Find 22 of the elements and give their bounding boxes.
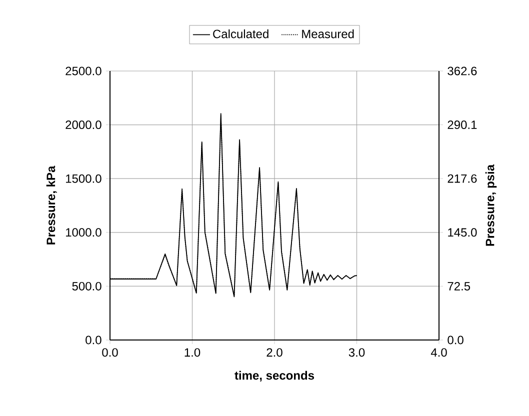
x-tick-label: 4.0 [430, 348, 447, 357]
y2-tick-label: 362.6 [448, 66, 477, 76]
y-tick-label: 1000.0 [66, 228, 102, 237]
x-tick-label: 1.0 [184, 348, 200, 357]
y2-tick-label: 145.0 [448, 228, 477, 237]
x-tick-label: 3.0 [348, 348, 365, 357]
y-tick-label: 2000.0 [66, 120, 102, 130]
y2-axis-title: Pressure, psia [485, 164, 497, 246]
x-axis-title: time, seconds [234, 370, 314, 382]
y2-tick-label: 290.1 [448, 120, 477, 130]
y-axis-title: Pressure, kPa [46, 166, 57, 244]
y-tick-label: 500.0 [72, 282, 102, 290]
x-tick-label: 0.0 [102, 348, 118, 357]
y2-tick-label: 0.0 [448, 336, 464, 344]
legend-label: Calculated [213, 29, 268, 38]
y-tick-label: 1500.0 [66, 174, 102, 183]
y2-tick-label: 72.5 [448, 282, 470, 290]
y-tick-label: 0.0 [86, 336, 102, 344]
x-tick-label: 2.0 [266, 348, 282, 357]
legend-label: Measured [302, 29, 354, 38]
y2-tick-label: 217.6 [448, 174, 477, 183]
y-tick-label: 2500.0 [66, 66, 102, 76]
